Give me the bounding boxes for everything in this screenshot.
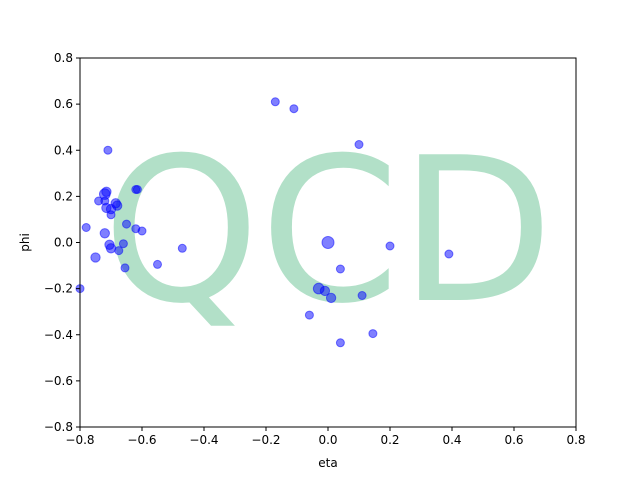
x-tick-label: 0.6	[504, 433, 523, 447]
x-tick-label: −0.2	[251, 433, 280, 447]
data-point	[335, 338, 345, 348]
data-point	[335, 264, 345, 274]
data-point	[132, 185, 142, 194]
watermark-text: QCD	[102, 115, 553, 348]
data-point	[105, 243, 117, 254]
data-point	[118, 239, 128, 249]
data-point	[120, 263, 130, 273]
data-point	[153, 259, 162, 269]
y-tick-label: −0.2	[44, 282, 73, 296]
y-tick-label: 0.2	[54, 189, 73, 203]
y-tick-label: −0.4	[44, 328, 73, 342]
data-point	[304, 310, 314, 320]
x-axis-label: eta	[318, 456, 337, 470]
data-point	[357, 291, 367, 300]
x-tick-label: 0.0	[318, 433, 337, 447]
y-tick-label: −0.8	[44, 420, 73, 434]
data-point	[106, 210, 116, 220]
data-point	[99, 228, 110, 239]
x-tick-label: 0.8	[566, 433, 585, 447]
y-tick-label: −0.6	[44, 374, 73, 388]
x-axis-ticks: −0.8 −0.6 −0.4 −0.2 0.0 0.2 0.4 0.6 0.8	[65, 427, 586, 447]
x-tick-label: −0.6	[127, 433, 156, 447]
data-point	[385, 241, 395, 251]
x-tick-label: 0.4	[442, 433, 461, 447]
data-point	[137, 226, 147, 236]
x-tick-label: 0.2	[380, 433, 399, 447]
data-point	[114, 246, 124, 256]
data-point	[289, 104, 299, 114]
data-point	[368, 329, 378, 339]
data-point	[270, 97, 280, 107]
y-axis-ticks: −0.8 −0.6 −0.4 −0.2 0.0 0.2 0.4 0.6 0.8	[44, 51, 80, 434]
x-tick-label: −0.4	[189, 433, 218, 447]
data-point	[444, 249, 454, 259]
data-point	[90, 252, 101, 263]
x-tick-label: −0.8	[65, 433, 94, 447]
y-tick-label: 0.4	[54, 143, 73, 157]
data-point	[354, 140, 364, 149]
data-point	[122, 219, 131, 229]
data-point	[112, 200, 123, 211]
y-tick-label: 0.0	[54, 236, 73, 250]
data-point	[101, 186, 112, 197]
y-axis-label: phi	[18, 233, 32, 252]
data-point	[81, 223, 91, 232]
y-tick-label: 0.8	[54, 51, 73, 65]
data-point	[103, 145, 113, 155]
y-tick-label: 0.6	[54, 97, 73, 111]
data-point	[177, 243, 187, 253]
data-point	[325, 292, 337, 304]
data-point	[319, 285, 331, 297]
data-points	[75, 97, 454, 348]
data-point	[321, 236, 335, 249]
